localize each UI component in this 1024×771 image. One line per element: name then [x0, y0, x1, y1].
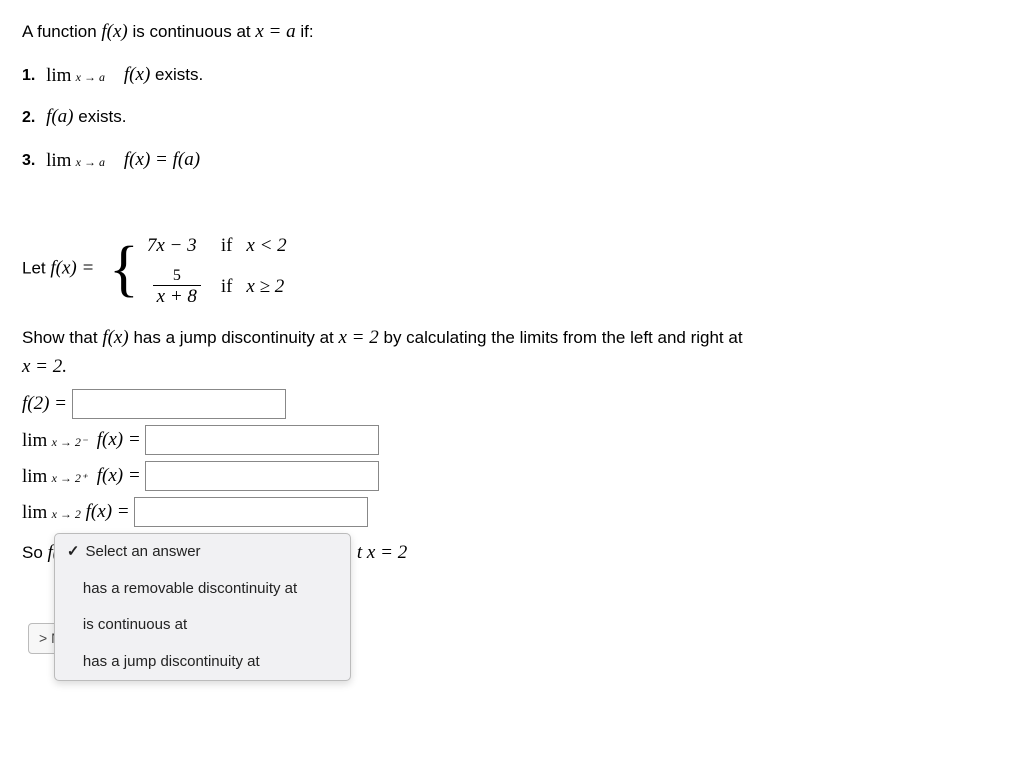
- conclusion-row: So f(x) Select an answer has a removable…: [22, 533, 1002, 681]
- piecewise-brace: { 7x − 3 if x < 2 5 x + 8 if x ≥ 2: [109, 232, 287, 307]
- lim-sub: x → 2⁻: [52, 435, 88, 449]
- condition-3-lim: lim x → a: [46, 151, 105, 170]
- lim-word: lim: [22, 502, 47, 523]
- answer-dropdown[interactable]: Select an answer has a removable discont…: [54, 533, 351, 681]
- piece1-cond: x < 2: [246, 232, 286, 261]
- lim-left-fx: f(x) =: [97, 426, 141, 455]
- lim-word: lim: [46, 65, 71, 86]
- lim-word: lim: [22, 466, 47, 487]
- lim-right-fx: f(x) =: [97, 462, 141, 491]
- piece2-frac: 5 x + 8: [147, 268, 207, 306]
- lim-right-row: lim x → 2⁺ f(x) =: [22, 461, 1002, 491]
- condition-1-lim: lim x → a: [46, 66, 105, 85]
- dropdown-option-removable[interactable]: has a removable discontinuity at: [55, 571, 350, 608]
- piece2-cond: x ≥ 2: [246, 273, 284, 302]
- dropdown-option-continuous[interactable]: is continuous at: [55, 607, 350, 644]
- f2-label: f(2) =: [22, 390, 67, 419]
- lim-left-row: lim x → 2⁻ f(x) =: [22, 425, 1002, 455]
- condition-3-num: 3.: [22, 152, 35, 169]
- so-after: t x = 2: [357, 533, 407, 568]
- piece1-if: if: [221, 232, 233, 261]
- let-word: Let: [22, 258, 50, 277]
- so-x2: t x = 2: [357, 542, 407, 563]
- lim-two-fx: f(x) =: [86, 498, 130, 527]
- condition-3: 3. lim x → a f(x) = f(a): [22, 146, 1002, 175]
- piece-row-1: 7x − 3 if x < 2: [147, 232, 287, 261]
- lim-two-row: lim x → 2 f(x) =: [22, 497, 1002, 527]
- piecewise-definition: Let f(x) = { 7x − 3 if x < 2 5 x + 8 if …: [22, 232, 1002, 307]
- condition-1-fx: f(x): [124, 64, 150, 85]
- intro-line: A function f(x) is continuous at x = a i…: [22, 18, 1002, 47]
- f2-row: f(2) =: [22, 389, 1002, 419]
- condition-3-body: f(x) = f(a): [124, 149, 200, 170]
- prompt-x2b: x = 2.: [22, 356, 67, 377]
- prompt-fx: f(x): [102, 327, 128, 348]
- lim-right-input[interactable]: [145, 461, 379, 491]
- intro-prefix: A function: [22, 22, 101, 41]
- intro-mid: is continuous at: [133, 22, 256, 41]
- lim-sub: x → 2⁺: [52, 471, 88, 485]
- piece2-num: 5: [169, 268, 185, 285]
- piecewise-fx: f(x) =: [50, 257, 99, 278]
- so-prefix: So: [22, 543, 48, 562]
- condition-2: 2. f(a) exists.: [22, 103, 1002, 132]
- lim-sub: x → a: [76, 70, 105, 84]
- condition-2-fa: f(a): [46, 106, 73, 127]
- lim-two-input[interactable]: [134, 497, 368, 527]
- lim-word: lim: [22, 430, 47, 451]
- prompt-x2: x = 2: [339, 327, 379, 348]
- dropdown-option-jump[interactable]: has a jump discontinuity at: [55, 644, 350, 681]
- lim-word: lim: [46, 150, 71, 171]
- dropdown-selected[interactable]: Select an answer: [55, 534, 350, 571]
- piece2-if: if: [221, 273, 233, 302]
- condition-1: 1. lim x → a f(x) exists.: [22, 61, 1002, 90]
- lim-left: lim x → 2⁻: [22, 431, 87, 450]
- intro-xa: x = a: [255, 21, 295, 42]
- condition-2-num: 2.: [22, 109, 35, 126]
- prompt-p3: by calculating the limits from the left …: [384, 328, 743, 347]
- prompt-p1: Show that: [22, 328, 102, 347]
- f2-input[interactable]: [72, 389, 286, 419]
- prompt: Show that f(x) has a jump discontinuity …: [22, 324, 1002, 381]
- intro-fx: f(x): [101, 21, 127, 42]
- piece2-den: x + 8: [153, 285, 201, 306]
- intro-suffix: if:: [300, 22, 313, 41]
- condition-1-tail: exists.: [155, 65, 203, 84]
- condition-1-num: 1.: [22, 67, 35, 84]
- lim-left-input[interactable]: [145, 425, 379, 455]
- lim-sub: x → 2: [52, 507, 81, 521]
- piece-row-2: 5 x + 8 if x ≥ 2: [147, 268, 287, 306]
- lim-right: lim x → 2⁺: [22, 467, 87, 486]
- condition-2-tail: exists.: [78, 107, 126, 126]
- lim-two: lim x → 2: [22, 503, 81, 522]
- lim-sub: x → a: [76, 155, 105, 169]
- piece1-expr: 7x − 3: [147, 232, 207, 261]
- prompt-p2: has a jump discontinuity at: [133, 328, 338, 347]
- left-brace-icon: {: [109, 239, 139, 299]
